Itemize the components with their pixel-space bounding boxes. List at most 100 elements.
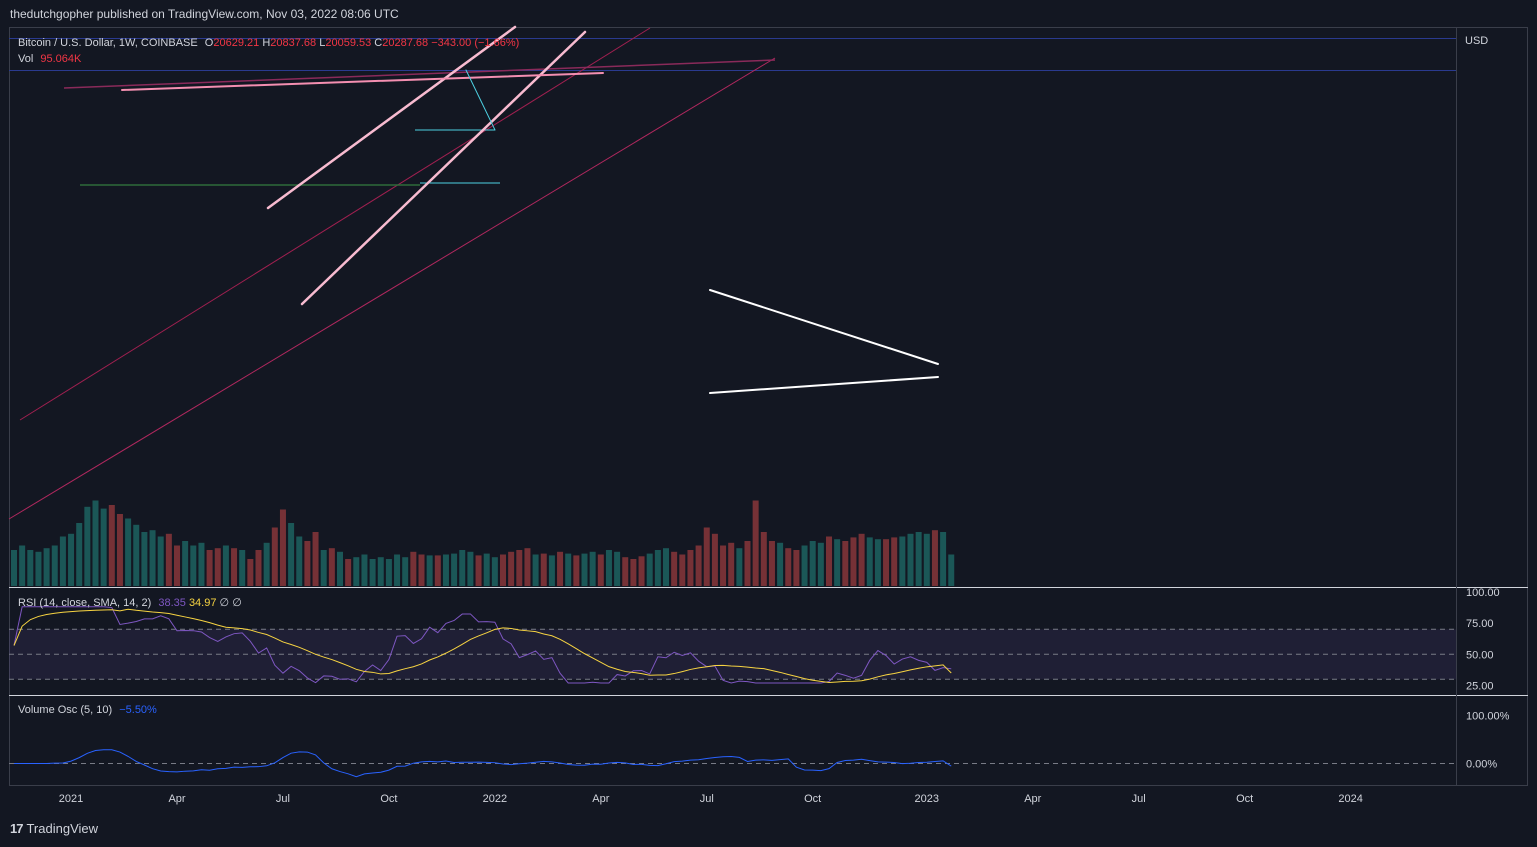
- volume-bar: [777, 542, 784, 586]
- legend-symbol[interactable]: Bitcoin / U.S. Dollar, 1W, COINBASE: [18, 37, 198, 49]
- volume-bar: [27, 550, 34, 586]
- volume-bar: [940, 532, 947, 586]
- volume-bar: [361, 554, 368, 586]
- tradingview-brand: TradingView: [26, 821, 99, 836]
- rsi-ma-line: [13, 608, 952, 683]
- volume-bar: [540, 553, 547, 586]
- chart-frame: [9, 27, 1528, 786]
- legend-high-label: H: [262, 37, 271, 49]
- osc-legend: Volume Osc (5, 10) −5.50%: [18, 704, 157, 716]
- volume-bar: [654, 550, 661, 586]
- rsi-legend: RSI (14, close, SMA, 14, 2) 38.35 34.97 …: [18, 596, 242, 609]
- volume-bar: [100, 508, 107, 586]
- time-tick-label: Oct: [804, 793, 821, 805]
- legend-change: −343.00 (−1.66%): [431, 37, 520, 49]
- volume-bar: [222, 545, 229, 586]
- volume-bar: [565, 553, 572, 586]
- volume-bar: [92, 500, 99, 586]
- legend-vol-row: Vol 95.064K: [18, 51, 519, 67]
- volume-bar: [353, 557, 360, 586]
- volume-bar: [467, 551, 474, 586]
- drawings-front: [121, 25, 939, 394]
- footer-brand[interactable]: 17 TradingView: [10, 821, 98, 836]
- time-tick-label: 2023: [915, 793, 939, 805]
- time-tick-label: Apr: [592, 793, 609, 805]
- volume-bar: [263, 542, 270, 586]
- volume-bar: [931, 530, 938, 586]
- volume-bar: [891, 537, 898, 586]
- volume-bar: [711, 533, 718, 586]
- volume-bar: [198, 542, 205, 586]
- rsi-label[interactable]: RSI (14, close, SMA, 14, 2): [18, 597, 152, 609]
- volume-bar: [459, 550, 466, 586]
- volume-bar: [915, 532, 922, 586]
- volume-bar: [451, 553, 458, 586]
- legend-close-label: C: [374, 37, 383, 49]
- volume-bar: [11, 550, 17, 586]
- legend-low-label: L: [319, 37, 326, 49]
- volume-bar: [133, 524, 140, 586]
- volume-bar: [907, 533, 914, 586]
- volume-bar: [744, 541, 751, 586]
- volume-bar: [500, 554, 506, 586]
- volume-bar: [809, 541, 816, 586]
- volume-bar: [703, 527, 710, 586]
- volume-bar: [548, 555, 555, 586]
- volume-bar: [247, 559, 254, 586]
- legend-vol: 95.064K: [40, 53, 82, 65]
- legend-low: 20059.53: [325, 37, 372, 49]
- volume-bar: [165, 533, 172, 586]
- volume-bar: [239, 550, 246, 586]
- rsi-line: [13, 606, 952, 684]
- volume-bar: [157, 536, 164, 586]
- osc-label[interactable]: Volume Osc (5, 10): [18, 704, 113, 716]
- volume-bar: [646, 553, 653, 586]
- volume-bar: [125, 518, 132, 586]
- volume-bar: [410, 551, 417, 586]
- volume-bar: [108, 505, 115, 586]
- volume-bar: [434, 555, 441, 586]
- volume-bar: [174, 545, 180, 586]
- volume-bar: [288, 523, 295, 586]
- legend-ohlc-row: Bitcoin / U.S. Dollar, 1W, COINBASE O206…: [18, 35, 519, 51]
- time-tick-label: Oct: [1236, 793, 1253, 805]
- volume-bar: [337, 551, 343, 586]
- triangle-upper-line: [709, 289, 939, 365]
- volume-bar: [614, 551, 621, 586]
- volume-bar: [589, 551, 596, 586]
- volume-bar: [728, 542, 735, 586]
- volume-bar: [68, 533, 75, 586]
- volume-bar: [190, 545, 197, 586]
- channel-lower-line: [300, 30, 587, 306]
- legend-open: 20629.21: [213, 37, 260, 49]
- volume-bar: [557, 551, 564, 586]
- volume-bar: [834, 539, 841, 586]
- rsi-scale-label: 75.00: [1466, 618, 1494, 630]
- volume-bar: [141, 532, 148, 586]
- volume-bar: [279, 509, 286, 586]
- osc-scale-label: 0.00%: [1466, 759, 1497, 771]
- volume-bar: [304, 541, 311, 586]
- volume-bar: [850, 537, 857, 586]
- volume-bar: [320, 550, 327, 586]
- volume-bar: [394, 554, 401, 586]
- volume-bar: [842, 541, 849, 586]
- volume-bar: [345, 559, 352, 586]
- volume-bar: [19, 545, 26, 586]
- volume-bar: [59, 536, 66, 586]
- main-legend: Bitcoin / U.S. Dollar, 1W, COINBASE O206…: [18, 35, 519, 67]
- volume-bar: [385, 559, 392, 586]
- volume-bar: [271, 527, 278, 586]
- volume-bar: [923, 533, 930, 586]
- osc-scale-label: 100.00%: [1466, 711, 1510, 723]
- volume-bar: [687, 550, 694, 586]
- volume-bar: [369, 559, 376, 586]
- volume-bar: [475, 555, 482, 586]
- volume-bar: [679, 554, 686, 586]
- volume-bar: [532, 554, 539, 586]
- volume-bar: [760, 532, 767, 586]
- volume-bar: [638, 556, 645, 586]
- legend-vol-label[interactable]: Vol: [18, 53, 34, 65]
